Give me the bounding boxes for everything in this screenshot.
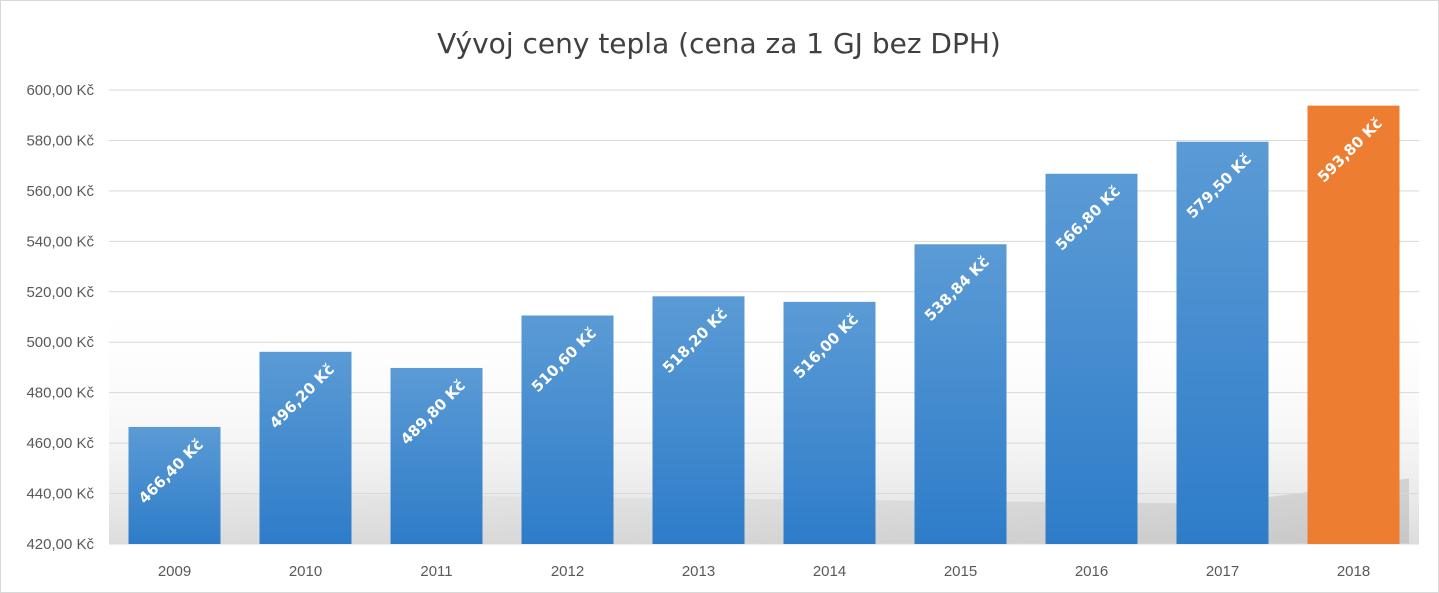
y-tick-label: 600,00 Kč (26, 82, 94, 99)
bar-2009 (128, 426, 221, 544)
bars (128, 105, 1400, 545)
bar-2016 (1045, 173, 1138, 544)
x-tick-label-2009: 2009 (158, 563, 191, 580)
y-axis: 420,00 Kč 440,00 Kč 460,00 Kč 480,00 Kč 500,… (26, 82, 94, 553)
chart-title: Vývoj ceny tepla (cena za 1 GJ bez DPH) (437, 27, 1001, 60)
bar-2012 (521, 315, 614, 544)
y-tick-label: 420,00 Kč (26, 536, 94, 553)
y-tick-label: 500,00 Kč (26, 334, 94, 351)
bar-2014 (783, 301, 876, 544)
y-tick-label: 460,00 Kč (26, 435, 94, 452)
bar-2011 (390, 367, 483, 544)
y-tick-label: 580,00 Kč (26, 132, 94, 149)
y-tick-label: 440,00 Kč (26, 486, 94, 503)
x-tick-label-2012: 2012 (551, 563, 584, 580)
bar-2018 (1307, 105, 1400, 544)
bar-2017 (1176, 141, 1269, 544)
x-tick-label-2015: 2015 (944, 563, 977, 580)
bar-2013 (652, 296, 745, 544)
bar-2010 (259, 351, 352, 544)
y-tick-label: 540,00 Kč (26, 233, 94, 250)
x-axis: 2009 2010 2011 2012 2013 2014 2015 2016 2017 2018 (158, 563, 1370, 580)
y-tick-label: 480,00 Kč (26, 385, 94, 402)
x-tick-label-2013: 2013 (682, 563, 715, 580)
x-tick-label-2018: 2018 (1337, 563, 1370, 580)
x-tick-label-2010: 2010 (289, 563, 322, 580)
x-tick-label-2017: 2017 (1206, 563, 1239, 580)
x-tick-label-2011: 2011 (420, 563, 452, 580)
bar-2015 (914, 244, 1007, 545)
y-tick-label: 560,00 Kč (26, 183, 94, 200)
x-tick-label-2016: 2016 (1075, 563, 1108, 580)
x-tick-label-2014: 2014 (813, 563, 846, 580)
y-tick-label: 520,00 Kč (26, 284, 94, 301)
